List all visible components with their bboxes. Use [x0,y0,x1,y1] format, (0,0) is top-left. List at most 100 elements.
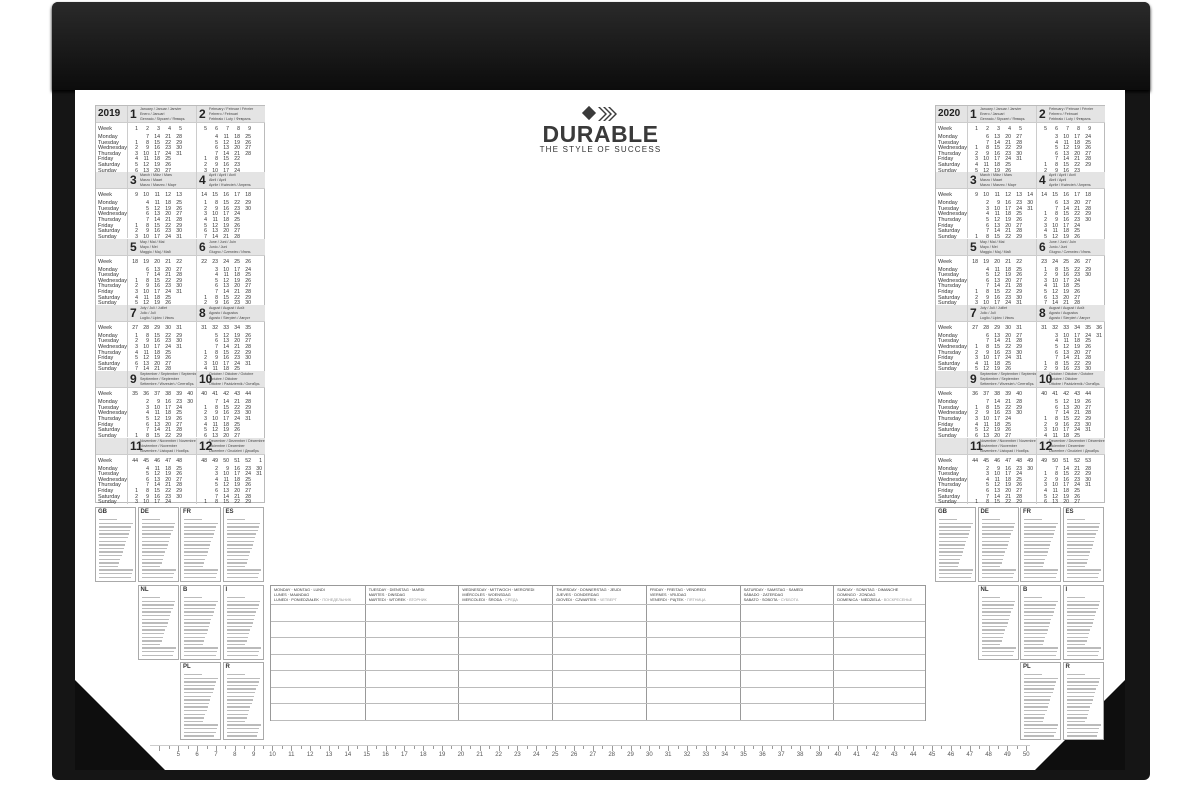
holiday-entry [226,540,254,542]
date: 26 [1016,217,1022,224]
ruler-number: 49 [1004,752,1011,758]
date: 26 [1085,145,1091,152]
holiday-entry [981,522,1016,524]
month-name: Giugno / Czerwiec / Июнь [1049,249,1091,254]
holiday-entry [226,533,257,535]
date: 29 [1016,145,1022,152]
holiday-entry [981,625,1007,628]
date: 27 [1016,332,1022,339]
holiday-entry [141,643,161,646]
date: 12 [154,471,160,478]
date: 18 [154,156,160,163]
week-number: 30 [1005,324,1011,331]
date: 28 [1085,410,1091,417]
date: 14 [994,228,1000,235]
holiday-entry [141,604,174,606]
week-number: 22 [201,258,207,265]
month-name: Enero / Januari [140,112,165,116]
divider [967,172,968,239]
ruler-tick [413,746,415,749]
weekday-label: Saturday [938,427,961,434]
divider [967,238,968,305]
date: 23 [234,300,240,307]
month-number: 6 [1039,239,1046,254]
country-code: DE [980,509,989,515]
country-code: ES [225,509,234,515]
holiday-entry [184,562,205,564]
date: 2 [135,228,138,235]
date: 31 [256,471,262,478]
date: 15 [1063,415,1069,422]
week-number: 9 [135,192,138,199]
date: 28 [1016,338,1022,345]
date: 6 [1044,294,1047,301]
date: 17 [223,167,229,174]
date: 2 [215,465,218,472]
ruler-tick [329,746,330,751]
date: 23 [1005,349,1011,356]
divider [967,437,968,504]
date: 22 [234,156,240,163]
date: 3 [986,205,989,212]
week-number: 8 [237,126,240,132]
date: 15 [223,404,229,411]
holiday-entry [981,558,1003,560]
date: 3 [1055,332,1058,339]
holiday-entry [184,597,203,599]
date: 1 [975,404,978,411]
month-name: Febrero / Februari [1049,112,1078,116]
country-code: NL [140,587,149,593]
date: 25 [1085,338,1091,345]
ruler-tick [187,746,189,749]
holiday-entry [981,526,1014,528]
date: 19 [994,366,1000,373]
date: 4 [1055,338,1058,345]
month-row: Week Monday Tuesday Wednesday Thursday Friday… [936,371,1105,439]
ruler-tick [894,746,896,751]
holiday-entry [1066,618,1094,620]
date: 1 [975,344,978,351]
month-header: 7 July / Juli / Juillet Julio / Juli Luglio… [968,304,1036,322]
date: 19 [994,427,1000,434]
week-number: 39 [176,391,182,398]
holiday-entry [141,565,161,568]
date: 29 [1085,266,1091,273]
date: 1 [1044,415,1047,422]
date: 4 [986,211,989,218]
date: 10 [223,471,229,478]
day-name-line: VIERNES · VRIJDAG [650,593,706,598]
weekday-label: Tuesday [938,471,959,478]
divider [127,371,128,438]
month-number: 4 [199,173,206,188]
day-name: JUEVES · DONDERDAG [556,593,599,597]
date: 3 [975,300,978,307]
week-number: 31 [1041,324,1047,331]
holiday-entry [99,573,132,575]
month-header: 6 June / Juni / Juin Junio / Juni Giugno / … [197,238,265,256]
date: 20 [1074,404,1080,411]
day-name-line: MIÉRCOLES · WOENSDAG [462,593,534,598]
date: 27 [1074,294,1080,301]
date: 31 [1027,205,1033,212]
date: 1 [135,487,138,494]
month-header: 10 October / Oktober / Octobre Octubre / O… [197,371,265,389]
date: 2 [204,205,207,212]
planner-line [271,703,925,704]
month-number: 3 [970,173,977,188]
date: 14 [223,344,229,351]
date: 30 [1016,410,1022,417]
date: 15 [154,487,160,494]
weekday-label: Thursday [98,150,121,157]
weekday-label: Monday [938,134,958,140]
date: 31 [176,150,182,157]
date: 13 [212,432,218,439]
date: 11 [1052,487,1058,494]
month-header: 9 September / September / Septembre Septie… [968,371,1039,389]
planner-day-header: WEDNESDAY · MITTWOCH · MERCREDI MIÉRCOLES… [462,588,534,603]
week-number: 14 [201,192,207,199]
ruler-tick [932,746,933,751]
holiday-entry [1066,728,1100,730]
divider [1036,172,1037,239]
holiday-entry [141,640,162,642]
date: 9 [146,338,149,345]
